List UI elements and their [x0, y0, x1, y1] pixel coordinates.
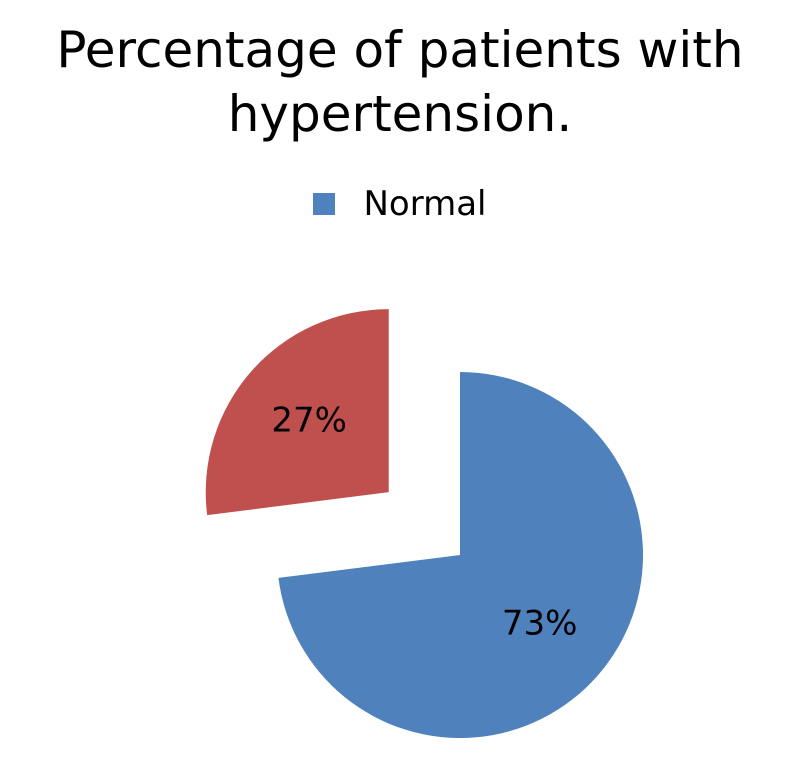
legend-label-normal: Normal	[363, 184, 487, 224]
pie-slice-label-0: 73%	[502, 604, 578, 644]
legend-swatch-normal	[313, 193, 336, 215]
chart-legend: Normal	[0, 184, 800, 224]
chart-title: Percentage of patients with hypertension…	[56, 21, 744, 143]
pie-slice-0	[278, 371, 643, 738]
pie-slice-1	[205, 309, 389, 516]
pie-slice-label-1: 27%	[271, 400, 347, 440]
